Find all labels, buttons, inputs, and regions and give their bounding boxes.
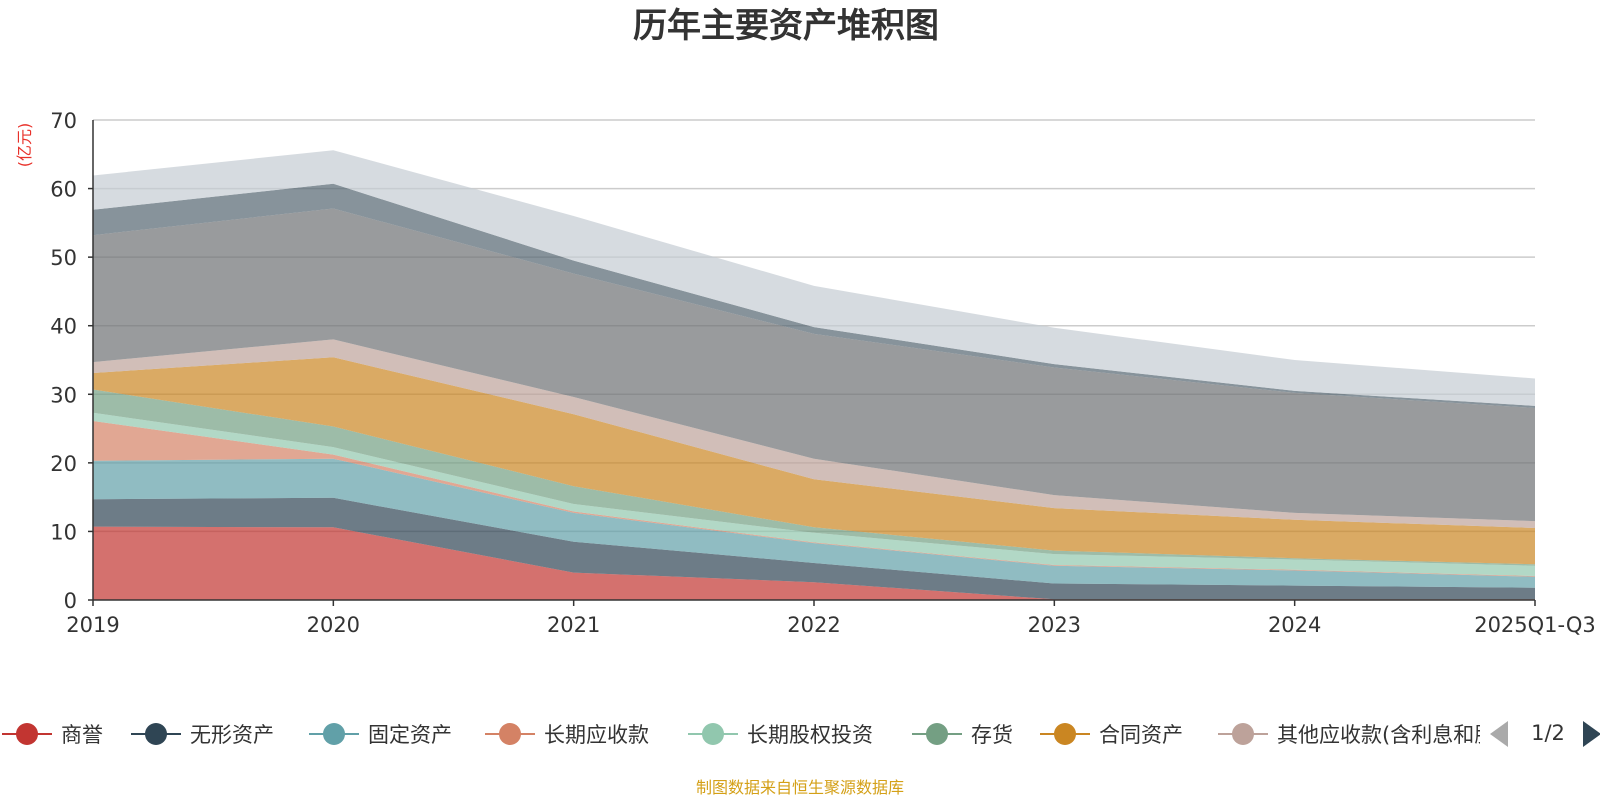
legend-label: 长期股权投资 <box>747 723 873 747</box>
x-tick-label: 2019 <box>66 613 119 637</box>
legend-label: 固定资产 <box>368 723 452 747</box>
legend-marker-icon <box>499 723 521 745</box>
legend-item-2[interactable]: 固定资产 <box>309 723 452 747</box>
y-tick-label: 40 <box>50 315 77 339</box>
legend-marker-icon <box>323 723 345 745</box>
legend-next-page-icon[interactable] <box>1583 721 1600 747</box>
legend-label: 存货 <box>971 723 1013 747</box>
area-series-0[interactable] <box>93 526 1535 600</box>
legend-page-indicator: 1/2 <box>1531 721 1565 745</box>
legend-marker-icon <box>1232 723 1254 745</box>
y-tick-label: 20 <box>50 452 77 476</box>
legend-label: 无形资产 <box>190 723 274 747</box>
area-series-group <box>93 150 1535 600</box>
legend-item-0[interactable]: 商誉 <box>2 723 103 747</box>
area-series-9[interactable] <box>93 183 1535 408</box>
area-series-1[interactable] <box>93 497 1535 600</box>
legend-pager: 1/2 <box>1490 721 1600 747</box>
y-tick-label: 70 <box>50 109 77 133</box>
y-tick-label: 50 <box>50 246 77 270</box>
legend-item-6[interactable]: 合同资产 <box>1040 723 1183 747</box>
x-tick-label: 2025Q1-Q3 <box>1474 613 1596 637</box>
legend-marker-icon <box>16 723 38 745</box>
legend-item-7[interactable]: 其他应收款(含利息和股利) <box>1218 723 1524 747</box>
legend-item-1[interactable]: 无形资产 <box>131 723 274 747</box>
legend-items: 商誉 无形资产 固定资产 长期应收款 长期股权投资 存货 合同资产 其他应收款(含利息和股利) <box>2 723 1524 747</box>
legend-label: 长期应收款 <box>544 723 649 747</box>
x-tick-label: 2024 <box>1268 613 1321 637</box>
y-tick-label: 0 <box>64 589 77 613</box>
x-tick-label: 2020 <box>307 613 360 637</box>
area-series-7[interactable] <box>93 339 1535 528</box>
data-source-note: 制图数据来自恒生聚源数据库 <box>696 778 904 797</box>
area-series-2[interactable] <box>93 458 1535 588</box>
legend-item-5[interactable]: 存货 <box>912 723 1013 747</box>
y-axis-unit: (亿元) <box>15 123 34 168</box>
area-series-10[interactable] <box>93 150 1535 406</box>
x-tick-label: 2023 <box>1028 613 1081 637</box>
legend-marker-icon <box>1054 723 1076 745</box>
area-series-5[interactable] <box>93 389 1535 566</box>
legend-prev-page-icon[interactable] <box>1490 721 1508 747</box>
y-tick-label: 10 <box>50 520 77 544</box>
y-tick-label: 60 <box>50 178 77 202</box>
axes: 0 10 20 30 40 50 60 70 2019 2020 2021 2022 2023 2024 2… <box>50 109 1596 637</box>
chart-title: 历年主要资产堆积图 <box>633 6 939 46</box>
x-tick-label: 2021 <box>547 613 600 637</box>
area-series-6[interactable] <box>93 357 1535 565</box>
legend-item-3[interactable]: 长期应收款 <box>485 723 649 747</box>
legend-label: 商誉 <box>61 723 103 747</box>
legend-item-4[interactable]: 长期股权投资 <box>688 723 873 747</box>
legend-marker-icon <box>702 723 724 745</box>
y-tick-label: 30 <box>50 383 77 407</box>
legend-label: 合同资产 <box>1099 723 1183 747</box>
legend: 商誉 无形资产 固定资产 长期应收款 长期股权投资 存货 合同资产 其他应收款(含利息和股利) <box>2 723 1524 747</box>
area-series-8[interactable] <box>93 208 1535 522</box>
legend-marker-icon <box>926 723 948 745</box>
legend-label: 其他应收款(含利息和股利) <box>1277 723 1524 747</box>
legend-marker-icon <box>145 723 167 745</box>
x-tick-label: 2022 <box>787 613 840 637</box>
